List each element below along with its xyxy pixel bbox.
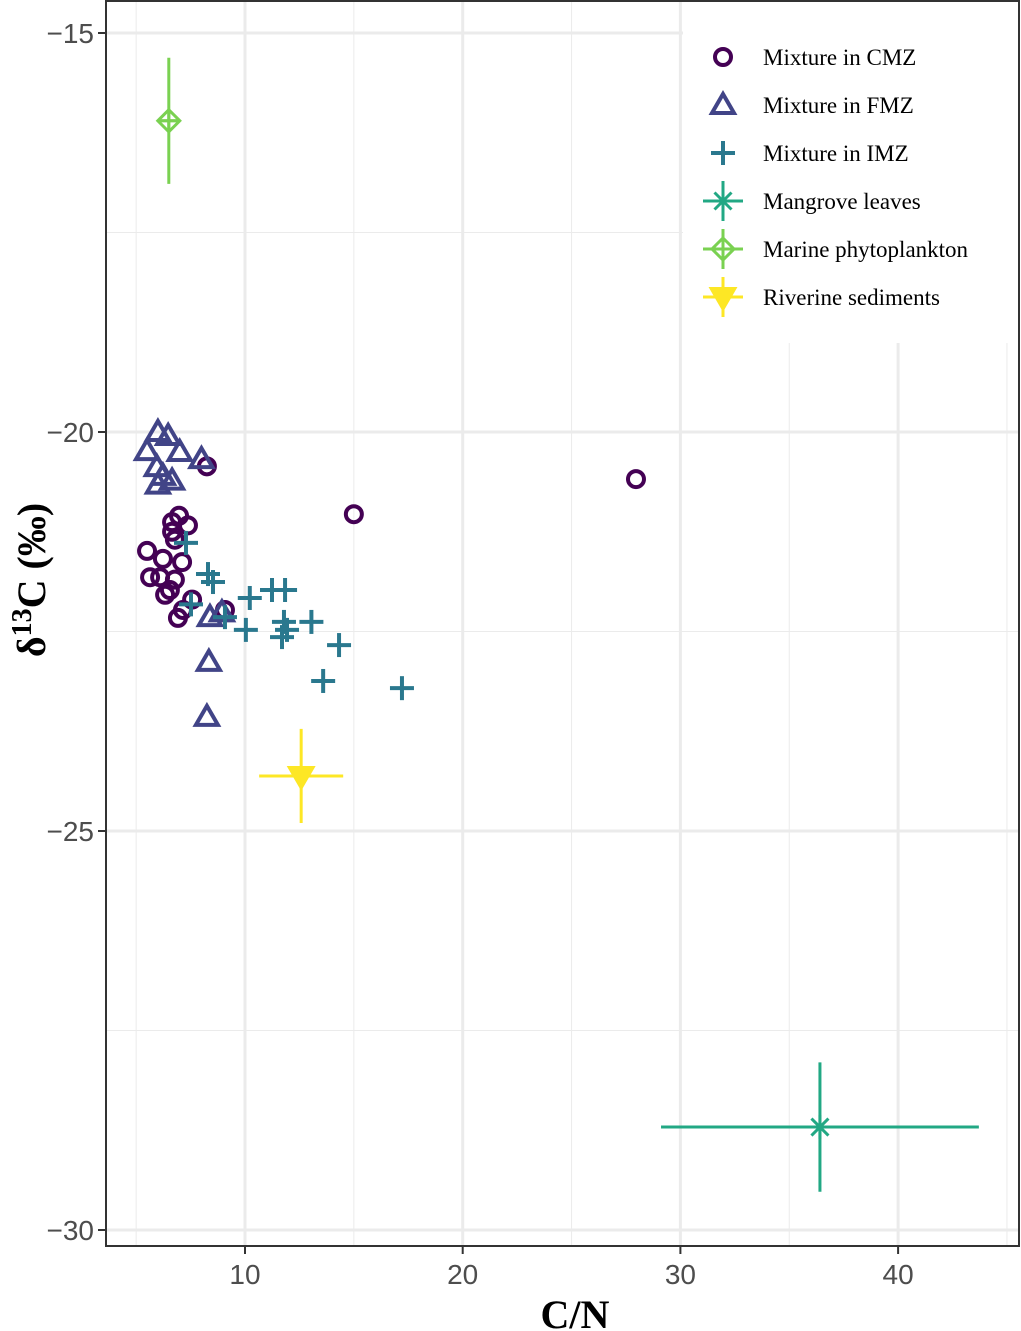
circle-marker xyxy=(137,540,158,561)
data-point xyxy=(273,578,298,603)
triangle-marker xyxy=(153,420,183,446)
y-tick-label: −30 xyxy=(47,1215,95,1246)
legend-label: Mixture in FMZ xyxy=(763,93,914,118)
circle-marker xyxy=(172,552,193,573)
y-title-rest: C (‰) xyxy=(9,503,54,609)
x-tick-label: 20 xyxy=(447,1259,478,1290)
data-point xyxy=(164,529,185,550)
ticks: 10 20 30 40 −15 −20 −25 −30 xyxy=(47,18,914,1290)
legend-label: Marine phytoplankton xyxy=(763,237,969,262)
legend: Mixture in CMZ Mixture in FMZ Mixture in I… xyxy=(683,2,1018,343)
y-tick-label: −25 xyxy=(47,816,95,847)
legend-key xyxy=(709,235,737,263)
y-tick-label: −15 xyxy=(47,18,95,49)
triangle-marker xyxy=(165,436,195,462)
data-point xyxy=(237,585,262,610)
data-point xyxy=(155,107,182,134)
data-point xyxy=(625,469,646,490)
triangle-marker xyxy=(143,469,173,495)
triangle-marker xyxy=(207,597,237,623)
data-point xyxy=(343,504,364,525)
data-point xyxy=(212,605,237,630)
legend-label: Riverine sediments xyxy=(763,285,940,310)
circle-marker xyxy=(625,469,646,490)
legend-label: Mixture in CMZ xyxy=(763,45,916,70)
data-point xyxy=(153,420,183,446)
legend-label: Mangrove leaves xyxy=(763,189,921,214)
data-point xyxy=(157,465,187,491)
triangle-marker xyxy=(194,646,224,672)
data-point xyxy=(174,530,199,555)
data-point xyxy=(164,569,185,590)
data-point xyxy=(152,548,173,569)
circle-marker xyxy=(155,584,176,605)
y-tick-label: −20 xyxy=(47,417,95,448)
circle-marker xyxy=(164,569,185,590)
x-tick-label: 10 xyxy=(229,1259,260,1290)
y-axis-title: δ13C (‰) xyxy=(7,503,54,657)
data-point xyxy=(194,646,224,672)
x-tick-label: 30 xyxy=(665,1259,696,1290)
asterisk-stroke xyxy=(810,1117,830,1137)
data-point xyxy=(200,570,225,595)
circle-marker xyxy=(713,47,733,67)
data-point xyxy=(186,444,216,470)
data-point xyxy=(137,540,158,561)
circle-marker xyxy=(343,504,364,525)
data-marks xyxy=(132,57,979,1192)
y-title-sup: 13 xyxy=(7,608,38,636)
data-point xyxy=(143,469,173,495)
data-point xyxy=(286,765,316,791)
data-point xyxy=(179,592,204,617)
data-point xyxy=(327,633,352,658)
triangle-marker xyxy=(186,444,216,470)
legend-key xyxy=(708,90,738,115)
down-triangle-marker xyxy=(286,765,316,791)
data-point xyxy=(233,617,258,642)
data-point xyxy=(155,584,176,605)
data-point xyxy=(389,676,414,701)
data-point xyxy=(159,580,180,601)
x-axis-title: C/N xyxy=(541,1292,610,1331)
triangle-marker xyxy=(157,465,187,491)
legend-key xyxy=(708,287,738,312)
panel-border xyxy=(105,0,1020,1247)
down-triangle-marker xyxy=(708,287,738,312)
data-point xyxy=(172,552,193,573)
legend-key xyxy=(711,141,735,165)
data-point xyxy=(207,597,237,623)
data-point xyxy=(807,1115,832,1140)
circle-marker xyxy=(140,567,161,588)
data-point xyxy=(311,668,336,693)
triangle-marker xyxy=(192,701,222,727)
data-point xyxy=(192,701,222,727)
legend-key xyxy=(711,189,735,213)
data-point xyxy=(132,436,162,462)
data-point xyxy=(275,617,300,642)
y-title-delta: δ xyxy=(9,636,54,657)
triangle-marker xyxy=(132,436,162,462)
circle-marker xyxy=(152,548,173,569)
legend-key xyxy=(713,47,733,67)
triangle-marker xyxy=(708,90,738,115)
data-point xyxy=(165,436,195,462)
circle-marker xyxy=(164,529,185,550)
circle-marker xyxy=(159,580,180,601)
asterisk-stroke xyxy=(713,191,733,211)
data-point xyxy=(140,567,161,588)
legend-background xyxy=(683,2,1018,343)
data-point xyxy=(299,609,324,634)
x-tick-label: 40 xyxy=(883,1259,914,1290)
legend-label: Mixture in IMZ xyxy=(763,141,909,166)
